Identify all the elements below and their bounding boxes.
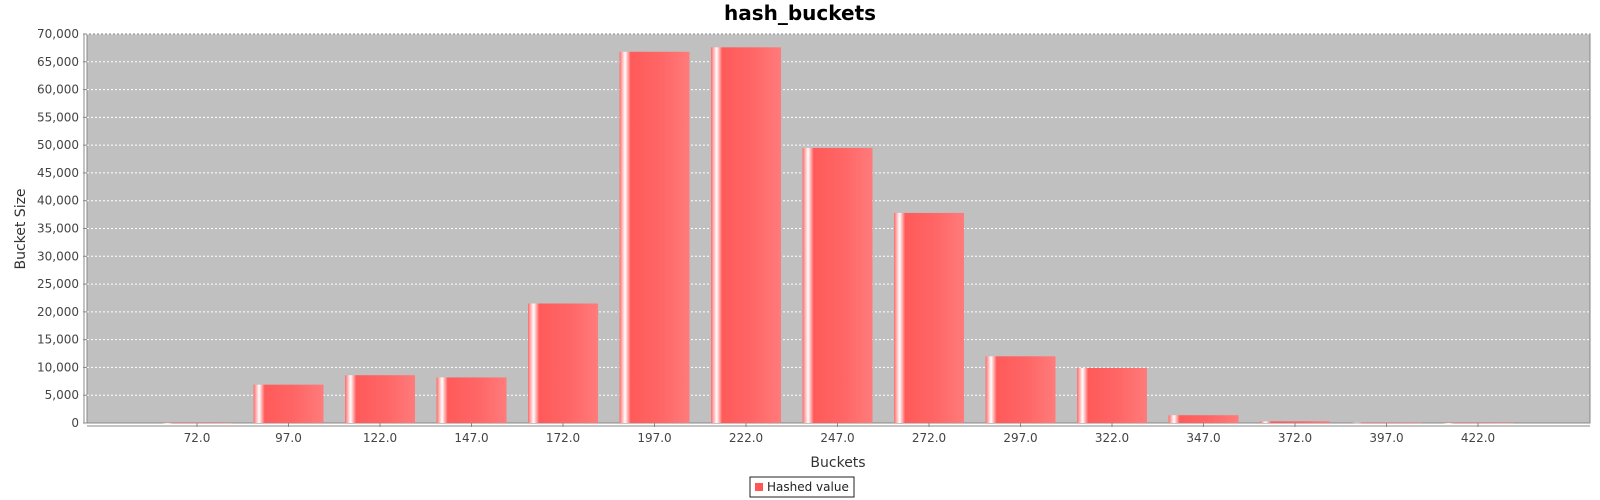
y-tick-label: 60,000 bbox=[37, 83, 79, 97]
bars bbox=[162, 47, 1513, 424]
bar bbox=[1168, 415, 1239, 423]
bar bbox=[253, 384, 324, 423]
x-tick-label: 272.0 bbox=[912, 431, 946, 445]
y-tick-label: 45,000 bbox=[37, 166, 79, 180]
legend-box bbox=[749, 476, 855, 498]
x-tick-label: 247.0 bbox=[820, 431, 854, 445]
legend: Hashed value bbox=[749, 476, 855, 498]
x-tick-label: 397.0 bbox=[1369, 431, 1403, 445]
x-tick-label: 97.0 bbox=[275, 431, 302, 445]
y-tick-label: 70,000 bbox=[37, 27, 79, 41]
x-tick-label: 372.0 bbox=[1278, 431, 1312, 445]
y-tick-label: 15,000 bbox=[37, 333, 79, 347]
x-axis-label: Buckets bbox=[810, 455, 865, 471]
bar bbox=[894, 212, 964, 423]
x-tick-label: 122.0 bbox=[363, 431, 397, 445]
x-tick-label: 72.0 bbox=[184, 431, 211, 445]
legend-label: Hashed value bbox=[767, 480, 849, 494]
y-tick-labels: 0 5,000 10,000 15,000 20,000 25,000 30,000 35,0… bbox=[37, 27, 87, 430]
x-tick-labels: 72.0 97.0 122.0 147.0 172.0 197.0 222.0 247.0 27… bbox=[184, 423, 1495, 445]
bar bbox=[985, 356, 1056, 423]
x-tick-label: 147.0 bbox=[454, 431, 488, 445]
bar bbox=[436, 377, 507, 423]
y-axis-label: Bucket Size bbox=[13, 188, 29, 269]
x-tick-label: 172.0 bbox=[546, 431, 580, 445]
y-tick-label: 25,000 bbox=[37, 277, 79, 291]
x-tick-label: 322.0 bbox=[1095, 431, 1129, 445]
grid-lines bbox=[87, 33, 1590, 396]
x-tick-label: 197.0 bbox=[637, 431, 671, 445]
y-tick-label: 30,000 bbox=[37, 249, 79, 263]
bar bbox=[802, 147, 873, 423]
y-tick-label: 35,000 bbox=[37, 222, 79, 236]
y-tick-label: 20,000 bbox=[37, 305, 79, 319]
y-tick-label: 65,000 bbox=[37, 55, 79, 69]
bar bbox=[1351, 422, 1422, 424]
y-tick-label: 55,000 bbox=[37, 110, 79, 124]
bar bbox=[345, 375, 415, 423]
bar bbox=[619, 51, 690, 423]
chart-title: hash_buckets bbox=[724, 1, 876, 25]
y-tick-label: 10,000 bbox=[37, 360, 79, 374]
bar bbox=[1260, 421, 1330, 423]
x-tick-label: 422.0 bbox=[1461, 431, 1495, 445]
bar bbox=[1077, 367, 1147, 423]
y-tick-label: 50,000 bbox=[37, 138, 79, 152]
legend-swatch bbox=[755, 483, 763, 491]
x-tick-label: 297.0 bbox=[1003, 431, 1037, 445]
x-tick-label: 222.0 bbox=[729, 431, 763, 445]
y-tick-label: 5,000 bbox=[45, 388, 79, 402]
y-tick-label: 40,000 bbox=[37, 194, 79, 208]
x-tick-label: 347.0 bbox=[1186, 431, 1220, 445]
y-tick-label: 0 bbox=[71, 416, 79, 430]
bar bbox=[528, 303, 598, 423]
bar bbox=[711, 47, 781, 423]
